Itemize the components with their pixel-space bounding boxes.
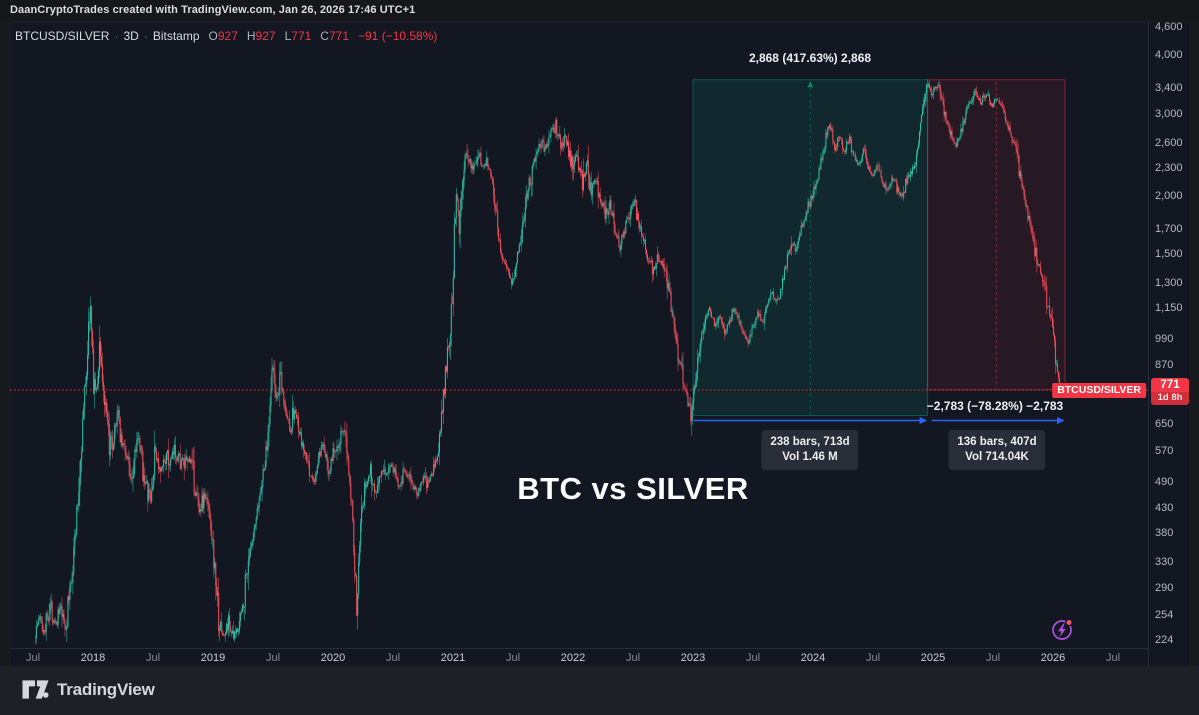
bar-countdown: 1d 8h [1151, 392, 1189, 405]
legend-low-value: 771 [291, 29, 312, 43]
time-axis-tick: 2026 [1040, 652, 1066, 664]
time-axis-tick: Jul [505, 652, 521, 664]
price-axis-tick: 4,000 [1155, 49, 1183, 62]
legend-close-label: C [320, 29, 329, 43]
legend-change: −91 (−10.58%) [358, 29, 438, 43]
time-axis-tick: Jul [265, 652, 281, 664]
legend-low-label: L [284, 29, 292, 43]
legend-close-value: 771 [328, 29, 349, 43]
time-axis-tick: Jul [145, 652, 161, 664]
price-axis-tick: 490 [1155, 475, 1174, 488]
legend-symbol[interactable]: BTCUSD/SILVER [15, 29, 110, 43]
legend-exchange: Bitstamp [152, 29, 200, 43]
price-axis-tick: 990 [1155, 332, 1174, 345]
price-axis-tick: 224 [1155, 634, 1174, 647]
time-axis-tick: Jul [25, 652, 41, 664]
price-axis-tick: 430 [1155, 502, 1174, 515]
legend-open-label: O [208, 29, 218, 43]
legend-open-value: 927 [217, 29, 238, 43]
tradingview-brand-text: TradingView [57, 679, 155, 699]
credit-bar: DaanCryptoTrades created with TradingVie… [0, 0, 1199, 22]
tradingview-brand[interactable]: TradingView [22, 679, 155, 700]
price-axis-tick: 1,500 [1155, 248, 1183, 261]
price-axis-tick: 650 [1155, 418, 1174, 431]
price-axis-tick: 290 [1155, 581, 1174, 594]
time-axis-tick: Jul [625, 652, 641, 664]
time-axis-tick: Jul [1105, 652, 1121, 664]
gain-bars-count: 238 bars, 713d [770, 436, 850, 448]
time-axis-tick: 2019 [200, 652, 226, 664]
time-axis-tick: 2022 [560, 652, 586, 664]
price-axis-tick: 3,400 [1155, 82, 1183, 95]
time-axis-tick: 2024 [800, 652, 826, 664]
price-axis[interactable]: 771 1d 8h 4,600 4,000 3,400 3,000 2,600 2,300… [1148, 20, 1190, 666]
time-axis-tick: Jul [745, 652, 761, 664]
price-axis-tick: 380 [1155, 527, 1174, 540]
time-axis-tick: 2021 [440, 652, 466, 664]
gain-measure-stats[interactable]: 238 bars, 713d Vol 1.46 M [761, 430, 859, 470]
legend-high-label: H [246, 29, 256, 43]
legend-interval[interactable]: 3D [123, 29, 139, 43]
price-axis-tick: 1,700 [1155, 222, 1183, 235]
chart-watermark-text: BTC vs SILVER [517, 471, 749, 506]
price-axis-tick: 2,000 [1155, 189, 1183, 202]
price-axis-tick: 1,150 [1155, 302, 1183, 315]
current-price-value: 771 [1160, 379, 1180, 391]
price-axis-tick: 4,600 [1155, 20, 1183, 33]
price-axis-tick: 2,300 [1155, 161, 1183, 174]
time-axis-tick: 2025 [920, 652, 946, 664]
price-axis-tick: 2,600 [1155, 136, 1183, 149]
price-axis-tick: 3,000 [1155, 107, 1183, 120]
price-axis-tick: 254 [1155, 608, 1174, 621]
loss-measure-label[interactable]: −2,783 (−78.28%) −2,783 [926, 399, 1064, 413]
time-axis-tick: 2018 [80, 652, 106, 664]
price-line-symbol-tag: BTCUSD/SILVER [1052, 382, 1146, 398]
time-axis-tick: Jul [385, 652, 401, 664]
current-price-label: 771 1d 8h [1151, 378, 1189, 405]
gain-measure-label[interactable]: 2,868 (417.63%) 2,868 [748, 51, 872, 65]
credit-text: DaanCryptoTrades created with TradingVie… [10, 4, 416, 16]
time-axis-tick: Jul [865, 652, 881, 664]
legend-separator: · [114, 29, 119, 43]
chart-pane[interactable] [10, 22, 1148, 648]
gain-volume: Vol 1.46 M [782, 451, 838, 463]
price-axis-tick: 870 [1155, 358, 1174, 371]
time-axis[interactable]: Jul 2018 Jul 2019 Jul 2020 Jul 2021 Jul 2022 Jul 20… [10, 648, 1148, 666]
chart-legend: BTCUSD/SILVER · 3D · Bitstamp O927 H927 L771 C77… [15, 29, 437, 43]
time-axis-tick: Jul [985, 652, 1001, 664]
loss-bars-count: 136 bars, 407d [957, 436, 1037, 448]
loss-measure-stats[interactable]: 136 bars, 407d Vol 714.04K [948, 430, 1046, 470]
price-axis-tick: 1,300 [1155, 277, 1183, 290]
time-axis-tick: 2020 [320, 652, 346, 664]
time-axis-tick: 2023 [680, 652, 706, 664]
price-axis-tick: 330 [1155, 555, 1174, 568]
legend-high-value: 927 [255, 29, 276, 43]
legend-separator: · [143, 29, 148, 43]
loss-volume: Vol 714.04K [965, 451, 1029, 463]
tradingview-logo-icon [22, 680, 49, 699]
footer-bar: TradingView [0, 666, 1199, 715]
price-axis-tick: 570 [1155, 444, 1174, 457]
